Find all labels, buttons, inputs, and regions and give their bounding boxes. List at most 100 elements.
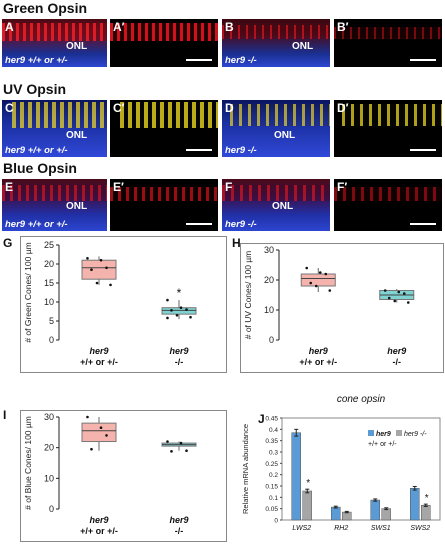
y-tick-label: 0 (49, 504, 54, 514)
data-point (324, 272, 328, 276)
data-point (86, 415, 89, 419)
x-category-bottom: +/+ or +/- (80, 357, 118, 367)
opsin-signal (2, 23, 107, 41)
opsin-signal (334, 187, 442, 201)
y-tick-label: 20 (264, 275, 274, 285)
legend-swatch (396, 430, 402, 436)
panel-letter-I: I (3, 408, 7, 422)
panel-letter-G: G (3, 236, 13, 250)
panel-A-prime: A′ (110, 19, 218, 67)
data-point (109, 283, 112, 287)
chart-J-frame: cone opsin 0 0.05 0.1 0.15 0.2 0.25 0.3 0.35 0.4 0… (240, 392, 445, 548)
bar (421, 505, 431, 521)
significance-mark: * (177, 286, 182, 300)
y-tick-label: 0.15 (265, 484, 278, 491)
y-tick-label: 0 (269, 335, 274, 345)
panel-letter-H: H (232, 236, 241, 250)
panel-A: A ONL her9 +/+ or +/- (2, 19, 107, 67)
y-tick-label: 0.1 (269, 495, 278, 502)
onl-label: ONL (66, 41, 88, 52)
opsin-signal (342, 104, 442, 126)
box (81, 259, 117, 280)
significance-mark: * (425, 493, 429, 504)
y-tick-label: 0.35 (265, 438, 278, 445)
data-point (397, 290, 401, 294)
panel-label: C (5, 101, 14, 115)
x-category-bottom: -/- (175, 526, 184, 536)
section-title-green: Green Opsin (3, 0, 88, 16)
panel-B-prime: B′ (334, 19, 442, 67)
chart-J: cone opsin 0 0.05 0.1 0.15 0.2 0.25 0.3 0.35 0.4 0… (241, 394, 441, 532)
significance-mark: * (306, 478, 310, 489)
data-point (406, 301, 410, 304)
data-point (166, 440, 169, 443)
data-point (185, 308, 188, 311)
data-point (86, 257, 89, 260)
data-point (166, 316, 169, 320)
panel-D-prime: D′ (334, 100, 442, 157)
panel-label: D (225, 101, 234, 115)
panel-label: C′ (113, 101, 125, 115)
y-tick-label: 10 (44, 297, 54, 307)
data-point (387, 296, 391, 300)
panel-F: F ONL her9 -/- (222, 179, 330, 231)
panel-label: B′ (337, 20, 349, 34)
panel-label: F (225, 180, 233, 194)
x-category-label: SWS1 (371, 525, 391, 532)
bar (302, 490, 312, 521)
genotype-label: her9 -/- (225, 145, 257, 156)
data-point (189, 315, 192, 319)
y-tick-label: 0.2 (269, 472, 278, 479)
data-point (314, 284, 318, 288)
x-category-label: SWS2 (410, 525, 430, 532)
y-tick-label: 0.25 (265, 461, 278, 468)
onl-label: ONL (272, 201, 294, 212)
bar (381, 508, 391, 521)
data-point (309, 281, 313, 285)
panel-label: E (5, 180, 14, 194)
y-tick-label: 30 (44, 412, 54, 422)
y-axis-label: Relative mRNA abundance (241, 424, 250, 514)
genotype-label: her9 -/- (225, 219, 257, 230)
data-point (90, 268, 93, 271)
scale-bar (186, 149, 212, 151)
x-category-top: her9 (169, 346, 188, 356)
data-point (166, 298, 169, 302)
y-tick-label: 0.45 (265, 416, 278, 423)
panel-label: D′ (337, 101, 349, 115)
panel-label: B (225, 20, 234, 34)
genotype-label: her9 -/- (225, 55, 257, 66)
opsin-signal (222, 25, 330, 39)
onl-label: ONL (66, 201, 88, 212)
bar (410, 488, 420, 521)
panel-label: F′ (337, 180, 348, 194)
data-point (318, 271, 322, 274)
legend-label: her9 -/- (404, 431, 427, 438)
genotype-label: her9 +/+ or +/- (5, 219, 68, 230)
opsin-signal (12, 102, 107, 128)
y-tick-label: 10 (264, 305, 274, 315)
scale-bar (186, 59, 212, 61)
data-point (95, 281, 99, 285)
chart-G-frame: 0 5 10 15 20 25 # of Green Cones/ 100 µm her9 +/… (20, 236, 227, 373)
scale-bar (410, 223, 436, 225)
box (81, 422, 117, 443)
scale-bar (410, 59, 436, 61)
data-point (105, 434, 108, 437)
x-category-top: her9 (169, 515, 188, 525)
onl-label: ONL (274, 130, 296, 141)
y-tick-label: 0.4 (269, 427, 278, 434)
bar (291, 432, 301, 521)
panel-label: E′ (113, 180, 124, 194)
panel-D: D ONL her9 -/- (222, 100, 330, 157)
data-point (393, 299, 397, 303)
panel-C: C ONL her9 +/+ or +/- (2, 100, 107, 157)
section-title-blue: Blue Opsin (3, 160, 77, 176)
genotype-label: her9 +/+ or +/- (5, 55, 68, 66)
legend-swatch (368, 430, 374, 436)
x-category-top: her9 (89, 346, 108, 356)
x-category-bottom: +/+ or +/- (80, 526, 118, 536)
y-tick-label: 20 (44, 443, 54, 453)
panel-C-prime: C′ (110, 100, 218, 157)
